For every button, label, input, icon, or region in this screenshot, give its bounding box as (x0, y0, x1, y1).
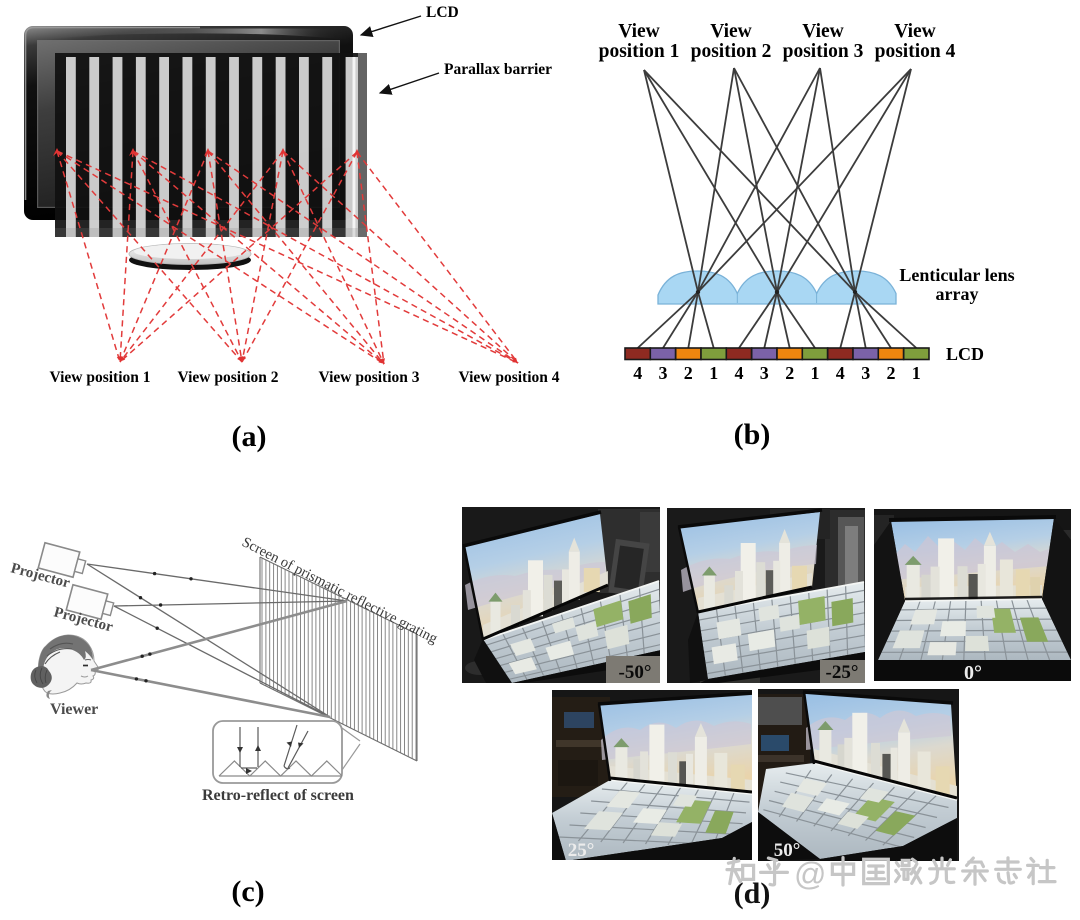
svg-text:1: 1 (709, 363, 718, 383)
svg-text:50°: 50° (774, 840, 801, 861)
svg-text:Parallax barrier: Parallax barrier (444, 61, 552, 78)
svg-text:Retro-reflect of screen: Retro-reflect of screen (202, 787, 354, 804)
svg-text:3: 3 (861, 363, 870, 383)
svg-text:3: 3 (760, 363, 769, 383)
svg-text:2: 2 (887, 363, 896, 383)
svg-text:1: 1 (811, 363, 820, 383)
svg-text:4: 4 (735, 363, 744, 383)
svg-text:position 4: position 4 (875, 41, 956, 62)
svg-text:LCD: LCD (946, 344, 984, 364)
svg-text:Lenticular lens: Lenticular lens (899, 265, 1014, 285)
svg-text:1: 1 (912, 363, 921, 383)
svg-text:2: 2 (684, 363, 693, 383)
svg-text:position 1: position 1 (599, 41, 680, 62)
svg-text:View position 2: View position 2 (177, 369, 278, 386)
svg-text:View position 3: View position 3 (318, 369, 419, 386)
svg-text:View position 4: View position 4 (458, 369, 559, 386)
svg-text:View: View (894, 21, 936, 42)
svg-text:View: View (710, 21, 752, 42)
svg-text:@: @ (794, 856, 826, 892)
svg-text:25°: 25° (568, 840, 595, 861)
svg-text:4: 4 (836, 363, 845, 383)
svg-text:(a): (a) (232, 420, 267, 453)
svg-text:View: View (802, 21, 844, 42)
svg-text:Viewer: Viewer (50, 701, 98, 718)
svg-text:position 3: position 3 (783, 41, 864, 62)
svg-text:position 2: position 2 (691, 41, 772, 62)
svg-text:0°: 0° (964, 662, 982, 684)
svg-text:(c): (c) (231, 875, 264, 908)
svg-text:View position 1: View position 1 (49, 369, 150, 386)
svg-text:View: View (618, 21, 660, 42)
svg-text:(b): (b) (734, 418, 771, 451)
svg-text:4: 4 (633, 363, 642, 383)
svg-text:3: 3 (659, 363, 668, 383)
svg-text:LCD: LCD (426, 4, 459, 21)
svg-text:-50°: -50° (619, 662, 652, 683)
svg-text:-25°: -25° (826, 662, 859, 683)
svg-text:2: 2 (785, 363, 794, 383)
svg-text:array: array (936, 284, 979, 304)
